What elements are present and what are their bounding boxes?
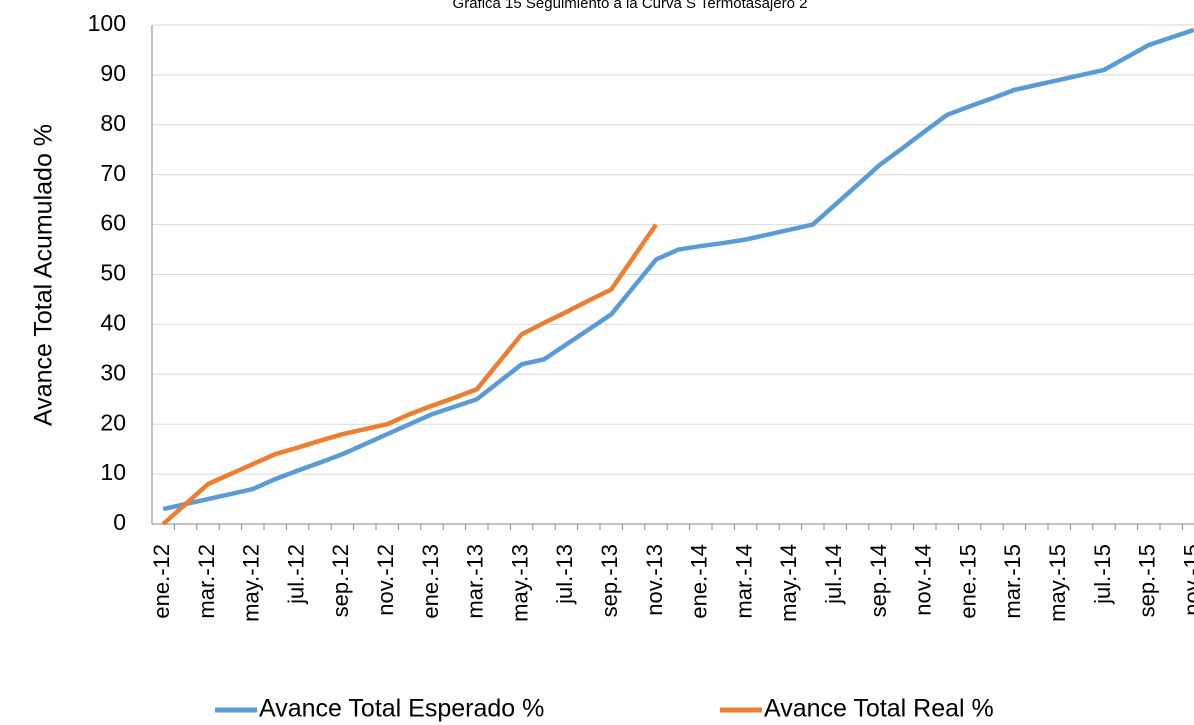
y-tick-label: 30 bbox=[100, 359, 126, 385]
y-tick-label: 20 bbox=[100, 409, 126, 435]
x-tick-label: mar.-13 bbox=[463, 544, 488, 619]
x-tick-label: jul.-15 bbox=[1090, 544, 1115, 605]
y-tick-label: 80 bbox=[100, 110, 126, 136]
x-tick-label: sep.-15 bbox=[1135, 544, 1160, 617]
y-axis-label: Avance Total Acumulado % bbox=[30, 124, 58, 426]
x-tick-label: mar.-12 bbox=[194, 544, 219, 619]
x-tick-label: ene.-12 bbox=[149, 544, 174, 619]
series-line bbox=[161, 223, 658, 526]
x-tick-label: ene.-14 bbox=[687, 544, 712, 619]
x-tick-label: mar.-14 bbox=[731, 544, 756, 619]
y-tick-label: 40 bbox=[100, 309, 126, 335]
x-tick-label: sep.-13 bbox=[597, 544, 622, 617]
x-tick-label: ene.-13 bbox=[418, 544, 443, 619]
y-tick-label: 90 bbox=[100, 60, 126, 86]
y-tick-label: 50 bbox=[100, 260, 126, 286]
x-tick-label: jul.-13 bbox=[552, 544, 577, 605]
x-tick-label: nov.-12 bbox=[373, 544, 398, 616]
x-tick-label: nov.-15 bbox=[1179, 544, 1194, 616]
legend-label: Avance Total Esperado % bbox=[259, 695, 544, 723]
y-tick-label: 70 bbox=[100, 160, 126, 186]
x-tick-label: jul.-14 bbox=[821, 544, 846, 605]
x-tick-label: sep.-12 bbox=[328, 544, 353, 617]
x-tick-label: may.-15 bbox=[1045, 544, 1070, 622]
x-tick-label: jul.-12 bbox=[283, 544, 308, 605]
y-tick-label: 100 bbox=[88, 10, 126, 36]
series-line bbox=[162, 27, 1194, 512]
x-tick-label: may.-14 bbox=[776, 544, 801, 622]
y-tick-label: 10 bbox=[100, 459, 126, 485]
x-tick-label: may.-12 bbox=[239, 544, 264, 622]
y-tick-label: 0 bbox=[113, 509, 126, 535]
legend-item: Avance Total Esperado % bbox=[215, 695, 544, 723]
legend-label: Avance Total Real % bbox=[764, 695, 994, 723]
y-tick-label: 60 bbox=[100, 210, 126, 236]
plot-area: 0 10 20 30 40 50 60 70 80 90 100 ene.-12 mar.-12 may.… bbox=[88, 10, 1194, 622]
x-tick-label: nov.-14 bbox=[911, 544, 936, 616]
legend-item: Avance Total Real % bbox=[720, 695, 994, 723]
chart-title: Gráfica 15 Seguimiento a la Curva S Term… bbox=[453, 0, 808, 12]
x-tick-label: ene.-15 bbox=[955, 544, 980, 619]
x-tick-label: mar.-15 bbox=[1000, 544, 1025, 619]
x-tick-label: nov.-13 bbox=[642, 544, 667, 616]
x-tick-label: may.-13 bbox=[507, 544, 532, 622]
x-tick-label: sep.-14 bbox=[866, 544, 891, 617]
